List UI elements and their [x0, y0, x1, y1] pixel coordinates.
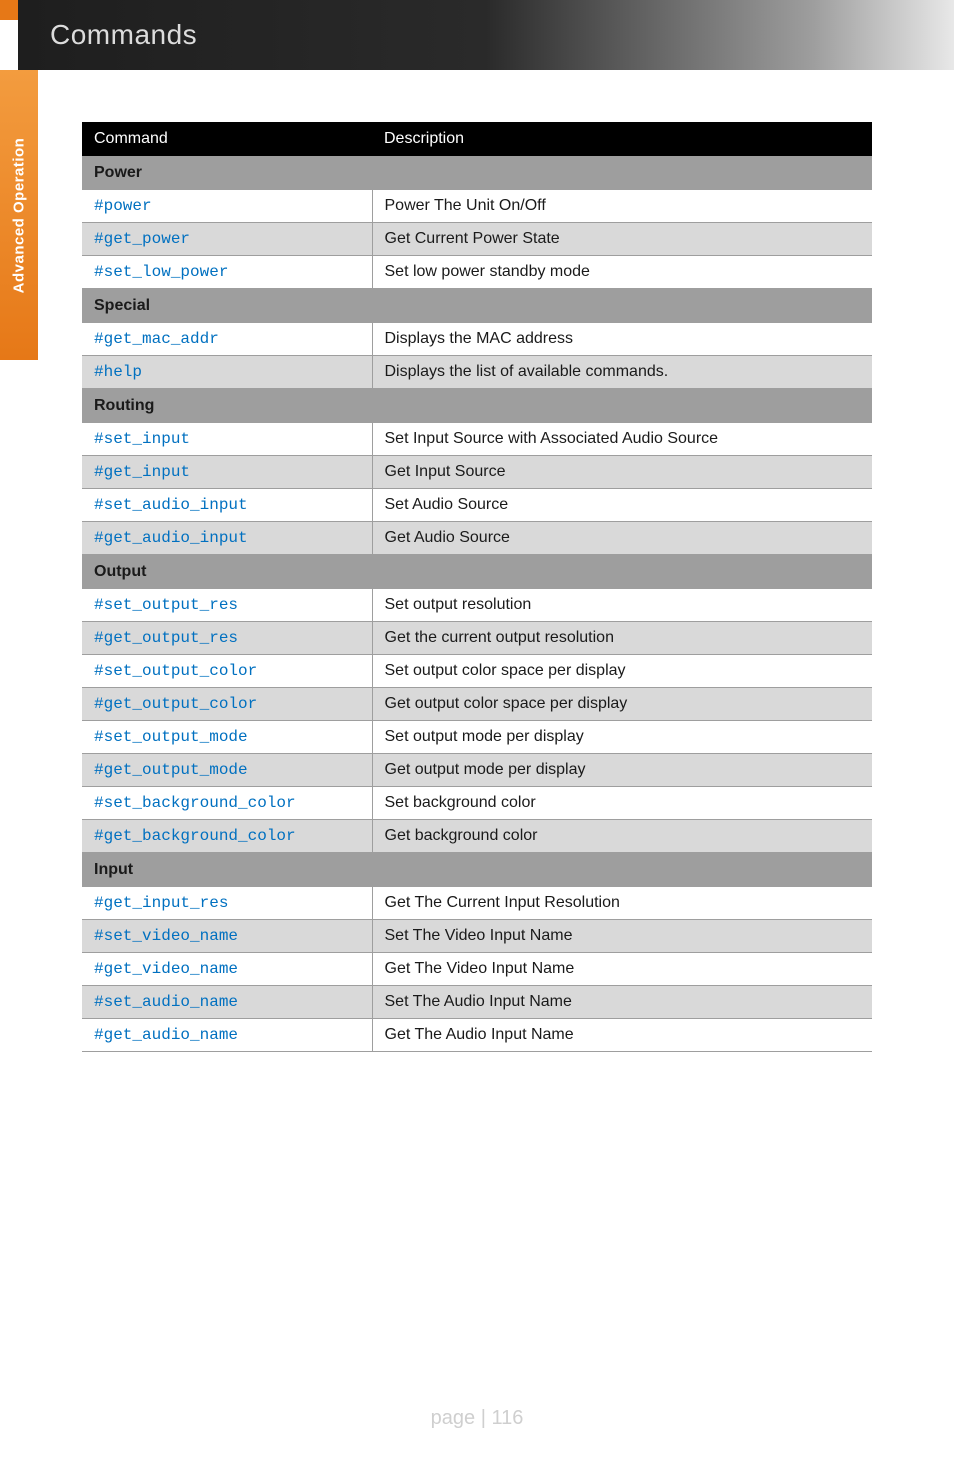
command-description: Set output color space per display	[372, 655, 872, 688]
table-header-row: CommandDescription	[82, 122, 872, 156]
command-link[interactable]: #get_output_mode	[82, 754, 372, 787]
section-title: Input	[82, 853, 872, 888]
section-row: Routing	[82, 389, 872, 424]
command-link[interactable]: #get_output_color	[82, 688, 372, 721]
command-link[interactable]: #set_output_res	[82, 589, 372, 622]
command-description: Set The Audio Input Name	[372, 986, 872, 1019]
command-link[interactable]: #get_mac_addr	[82, 323, 372, 356]
table-row: #helpDisplays the list of available comm…	[82, 356, 872, 389]
command-description: Set output mode per display	[372, 721, 872, 754]
command-link[interactable]: #get_power	[82, 223, 372, 256]
command-link[interactable]: #power	[82, 190, 372, 223]
command-description: Get The Video Input Name	[372, 953, 872, 986]
table-row: #set_video_nameSet The Video Input Name	[82, 920, 872, 953]
section-row: Power	[82, 156, 872, 190]
side-tab-label: Advanced Operation	[11, 137, 28, 293]
page-footer: page | 116	[0, 1407, 954, 1430]
command-description: Get Audio Source	[372, 522, 872, 555]
table-row: #get_background_colorGet background colo…	[82, 820, 872, 853]
table-row: #get_output_colorGet output color space …	[82, 688, 872, 721]
command-link[interactable]: #set_audio_input	[82, 489, 372, 522]
page-number: page | 116	[431, 1407, 524, 1429]
command-description: Set low power standby mode	[372, 256, 872, 289]
table-row: #get_input_resGet The Current Input Reso…	[82, 887, 872, 920]
command-description: Get The Current Input Resolution	[372, 887, 872, 920]
command-description: Get background color	[372, 820, 872, 853]
command-description: Set The Video Input Name	[372, 920, 872, 953]
section-row: Special	[82, 289, 872, 324]
command-description: Set background color	[372, 787, 872, 820]
section-row: Input	[82, 853, 872, 888]
command-link[interactable]: #set_output_mode	[82, 721, 372, 754]
page-title: Commands	[50, 19, 197, 51]
command-link[interactable]: #get_input_res	[82, 887, 372, 920]
table-row: #set_audio_nameSet The Audio Input Name	[82, 986, 872, 1019]
command-description: Get output color space per display	[372, 688, 872, 721]
content-area: CommandDescriptionPower#powerPower The U…	[82, 122, 872, 1052]
table-row: #get_video_nameGet The Video Input Name	[82, 953, 872, 986]
command-description: Set output resolution	[372, 589, 872, 622]
page-header: Commands	[18, 0, 954, 70]
table-row: #set_audio_inputSet Audio Source	[82, 489, 872, 522]
table-row: #set_inputSet Input Source with Associat…	[82, 423, 872, 456]
header-command: Command	[82, 122, 372, 156]
command-link[interactable]: #set_background_color	[82, 787, 372, 820]
command-link[interactable]: #set_video_name	[82, 920, 372, 953]
table-row: #set_background_colorSet background colo…	[82, 787, 872, 820]
command-link[interactable]: #help	[82, 356, 372, 389]
command-link[interactable]: #get_background_color	[82, 820, 372, 853]
table-row: #set_output_modeSet output mode per disp…	[82, 721, 872, 754]
command-link[interactable]: #set_output_color	[82, 655, 372, 688]
section-title: Power	[82, 156, 872, 190]
table-row: #get_output_modeGet output mode per disp…	[82, 754, 872, 787]
accent-corner	[0, 0, 18, 20]
command-description: Displays the list of available commands.	[372, 356, 872, 389]
command-link[interactable]: #set_input	[82, 423, 372, 456]
command-description: Set Audio Source	[372, 489, 872, 522]
command-description: Displays the MAC address	[372, 323, 872, 356]
table-row: #get_mac_addrDisplays the MAC address	[82, 323, 872, 356]
command-link[interactable]: #set_audio_name	[82, 986, 372, 1019]
table-row: #set_output_colorSet output color space …	[82, 655, 872, 688]
table-row: #set_low_powerSet low power standby mode	[82, 256, 872, 289]
table-row: #get_audio_nameGet The Audio Input Name	[82, 1019, 872, 1052]
command-description: Set Input Source with Associated Audio S…	[372, 423, 872, 456]
table-row: #get_inputGet Input Source	[82, 456, 872, 489]
table-row: #powerPower The Unit On/Off	[82, 190, 872, 223]
command-description: Get The Audio Input Name	[372, 1019, 872, 1052]
table-row: #get_powerGet Current Power State	[82, 223, 872, 256]
command-link[interactable]: #get_output_res	[82, 622, 372, 655]
header-description: Description	[372, 122, 872, 156]
command-link[interactable]: #get_audio_name	[82, 1019, 372, 1052]
command-description: Power The Unit On/Off	[372, 190, 872, 223]
command-link[interactable]: #get_input	[82, 456, 372, 489]
command-link[interactable]: #get_video_name	[82, 953, 372, 986]
command-description: Get Input Source	[372, 456, 872, 489]
section-title: Special	[82, 289, 872, 324]
section-title: Routing	[82, 389, 872, 424]
command-description: Get the current output resolution	[372, 622, 872, 655]
commands-table: CommandDescriptionPower#powerPower The U…	[82, 122, 872, 1052]
table-row: #get_output_resGet the current output re…	[82, 622, 872, 655]
command-link[interactable]: #get_audio_input	[82, 522, 372, 555]
command-description: Get Current Power State	[372, 223, 872, 256]
table-row: #get_audio_inputGet Audio Source	[82, 522, 872, 555]
section-row: Output	[82, 555, 872, 590]
side-tab: Advanced Operation	[0, 70, 38, 360]
command-description: Get output mode per display	[372, 754, 872, 787]
table-row: #set_output_resSet output resolution	[82, 589, 872, 622]
section-title: Output	[82, 555, 872, 590]
command-link[interactable]: #set_low_power	[82, 256, 372, 289]
